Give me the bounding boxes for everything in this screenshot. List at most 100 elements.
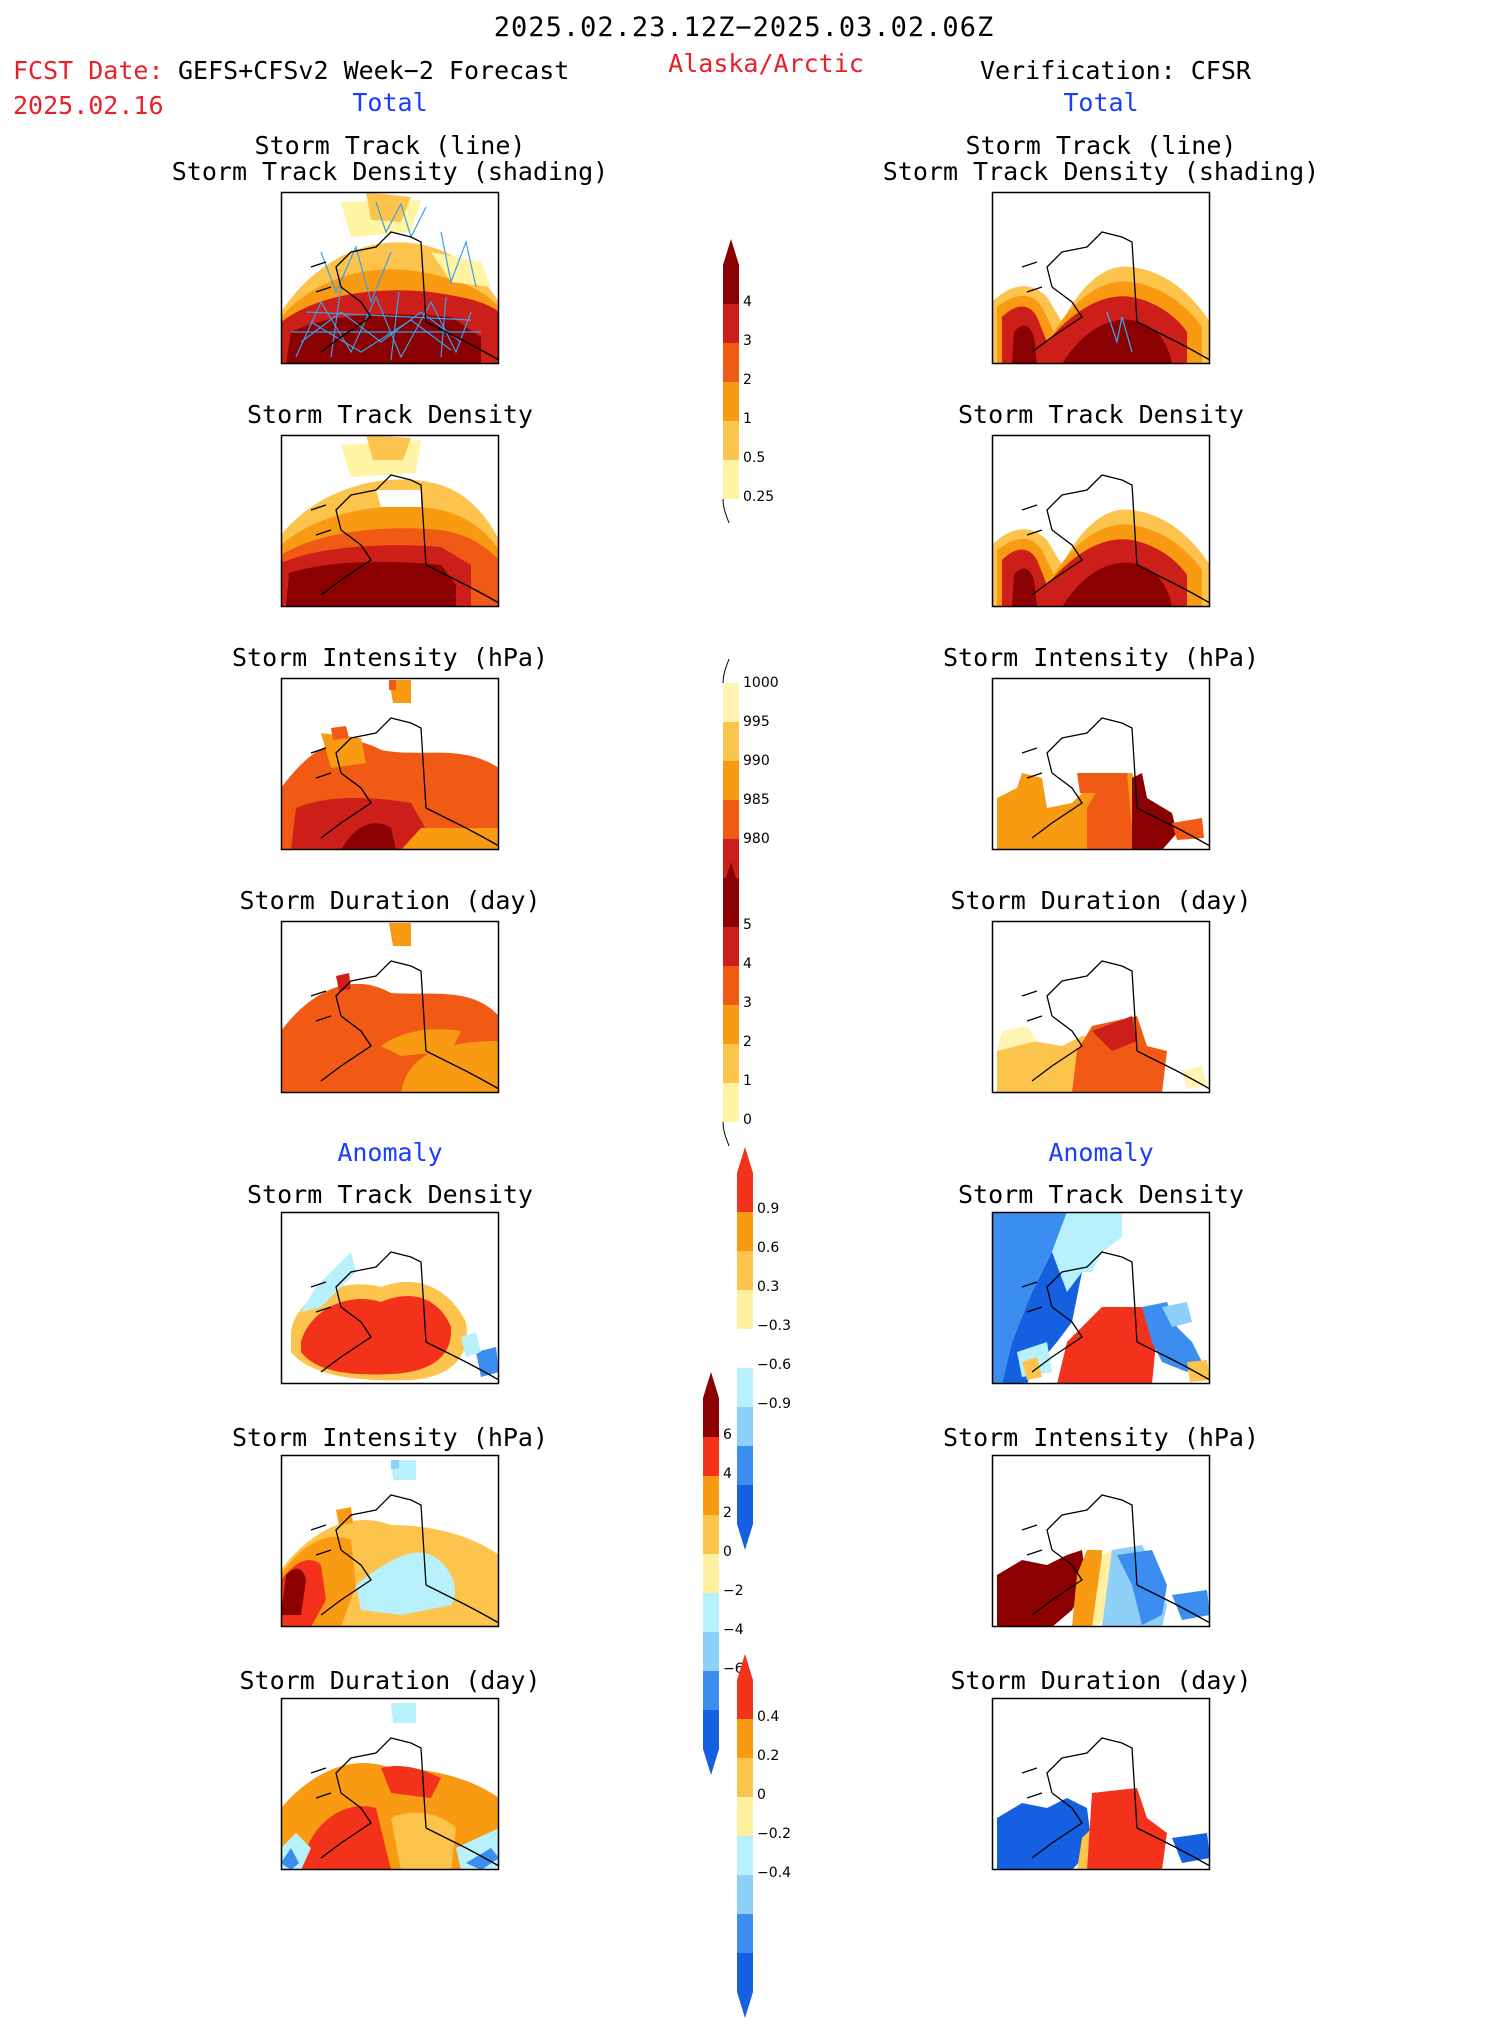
- colorbar-tick-label: −6: [723, 1661, 744, 1677]
- title-duration-right: Storm Duration (day): [950, 886, 1252, 915]
- colorbar-segment: [723, 239, 739, 304]
- colorbar-segment: [723, 839, 739, 878]
- colorbar-tick-label: 6: [723, 1427, 732, 1443]
- colorbar-segment: [737, 1329, 753, 1368]
- colorbar-segment: [737, 1875, 753, 1914]
- colorbar-tick-label: 3: [743, 995, 752, 1011]
- colorbar-segment: [703, 1372, 719, 1437]
- colorbar-tick-label: 980: [743, 831, 770, 847]
- total-heading-right: Total: [1063, 88, 1139, 117]
- colorbar-segment: [703, 1476, 719, 1515]
- colorbar-tick-label: −0.6: [757, 1357, 791, 1373]
- colorbar-segment: [703, 1632, 719, 1671]
- colorbar-segment: [723, 683, 739, 722]
- colorbar-density-total: [722, 239, 739, 524]
- colorbar-segment: [737, 1251, 753, 1290]
- colorbar-segment: [723, 862, 739, 927]
- fcst-model-label: GEFS+CFSv2 Week−2 Forecast: [178, 56, 570, 85]
- colorbar-tick-label: 5: [743, 917, 752, 933]
- map-duration-forecast: [280, 920, 500, 1094]
- colorbar-tick-label: 4: [743, 294, 752, 310]
- colorbar-segment: [737, 1368, 753, 1407]
- colorbar-tick-label: 0.9: [757, 1201, 780, 1217]
- colorbar-segment: [737, 1836, 753, 1875]
- colorbar-duration-anomaly: [737, 1654, 753, 2018]
- map-intensity-verification: [991, 677, 1211, 851]
- fcst-date-value: 2025.02.16: [13, 91, 164, 120]
- colorbar-tick-label: 4: [743, 956, 752, 972]
- colorbar-segment: [723, 761, 739, 800]
- colorbar-segment: [723, 460, 739, 499]
- date-range-title: 2025.02.23.12Z−2025.03.02.06Z: [493, 12, 995, 43]
- colorbar-segment: [737, 1914, 753, 1953]
- title-intensity-right: Storm Intensity (hPa): [942, 643, 1260, 672]
- colorbar-tick-label: 0.25: [743, 489, 775, 505]
- colorbar-intensity-anomaly: [703, 1372, 719, 1775]
- colorbar-tick-label: 2: [723, 1505, 732, 1521]
- colorbar-tick-label: 985: [743, 792, 770, 808]
- colorbar-tick-label: 0: [723, 1544, 732, 1560]
- colorbar-segment: [723, 382, 739, 421]
- colorbar-tick-label: 2: [743, 372, 752, 388]
- title-duration-left: Storm Duration (day): [239, 886, 541, 915]
- colorbar-tick-label: 990: [743, 753, 770, 769]
- colorbar-tick-label: 1: [743, 1073, 752, 1089]
- title-density-left: Storm Track Density: [247, 400, 533, 429]
- title-anom-duration-right: Storm Duration (day): [950, 1666, 1252, 1695]
- colorbar-tick-label: 4: [723, 1466, 732, 1482]
- colorbar-segment: [737, 1797, 753, 1836]
- title-track-shading-right: Storm Track Density (shading): [882, 157, 1320, 186]
- colorbar-tick-label: −0.2: [757, 1826, 791, 1842]
- map-intensity-forecast: [280, 677, 500, 851]
- title-intensity-left: Storm Intensity (hPa): [231, 643, 549, 672]
- colorbar-tick-label: −2: [723, 1583, 744, 1599]
- colorbar-tick-label: 0.3: [757, 1279, 780, 1295]
- colorbar-tick-label: 3: [743, 333, 752, 349]
- title-anom-intensity-right: Storm Intensity (hPa): [942, 1423, 1260, 1452]
- title-anom-duration-left: Storm Duration (day): [239, 1666, 541, 1695]
- map-anom-duration-verification: [991, 1697, 1211, 1871]
- colorbar-segment: [737, 1654, 753, 1719]
- colorbar-segment: [723, 927, 739, 966]
- colorbar-segment: [723, 304, 739, 343]
- colorbar-segment: [703, 1593, 719, 1632]
- colorbar-tick-label: 2: [743, 1034, 752, 1050]
- map-track-density-forecast: [280, 191, 500, 365]
- colorbar-tick-label: −0.4: [757, 1865, 791, 1881]
- colorbar-segment: [737, 1758, 753, 1797]
- map-density-forecast: [280, 434, 500, 608]
- colorbar-tick-label: −4: [723, 1622, 744, 1638]
- colorbar-segment: [723, 722, 739, 761]
- colorbar-segment: [723, 1083, 739, 1122]
- colorbar-segment: [737, 1446, 753, 1485]
- title-density-right: Storm Track Density: [958, 400, 1244, 429]
- title-track-line-right: Storm Track (line): [965, 131, 1237, 160]
- map-anom-density-forecast: [280, 1211, 500, 1385]
- map-duration-verification: [991, 920, 1211, 1094]
- colorbar-duration-total: [722, 862, 739, 1147]
- title-anom-density-left: Storm Track Density: [247, 1180, 533, 1209]
- colorbar-tick-label: 0.5: [743, 450, 766, 466]
- colorbar-segment: [703, 1710, 719, 1775]
- verification-label: Verification: CFSR: [980, 56, 1251, 85]
- map-density-verification: [991, 434, 1211, 608]
- colorbar-segment: [723, 1044, 739, 1083]
- fcst-date-label: FCST Date:: [13, 56, 164, 85]
- colorbar-tick-label: 1000: [743, 675, 779, 691]
- colorbar-segment: [737, 1290, 753, 1329]
- colorbar-tick-label: 0: [743, 1112, 752, 1128]
- map-anom-intensity-verification: [991, 1454, 1211, 1628]
- colorbar-segment: [703, 1515, 719, 1554]
- title-anom-density-right: Storm Track Density: [958, 1180, 1244, 1209]
- colorbar-segment: [737, 1719, 753, 1758]
- map-track-density-verification: [991, 191, 1211, 365]
- colorbar-segment: [703, 1437, 719, 1476]
- colorbar-tick-label: 995: [743, 714, 770, 730]
- title-track-shading-left: Storm Track Density (shading): [171, 157, 609, 186]
- map-anom-duration-forecast: [280, 1697, 500, 1871]
- map-anom-density-verification: [991, 1211, 1211, 1385]
- colorbar-segment: [737, 1147, 753, 1212]
- colorbar-segment: [737, 1212, 753, 1251]
- colorbar-tick-label: 0.4: [757, 1709, 780, 1725]
- colorbar-tick-label: 1: [743, 411, 752, 427]
